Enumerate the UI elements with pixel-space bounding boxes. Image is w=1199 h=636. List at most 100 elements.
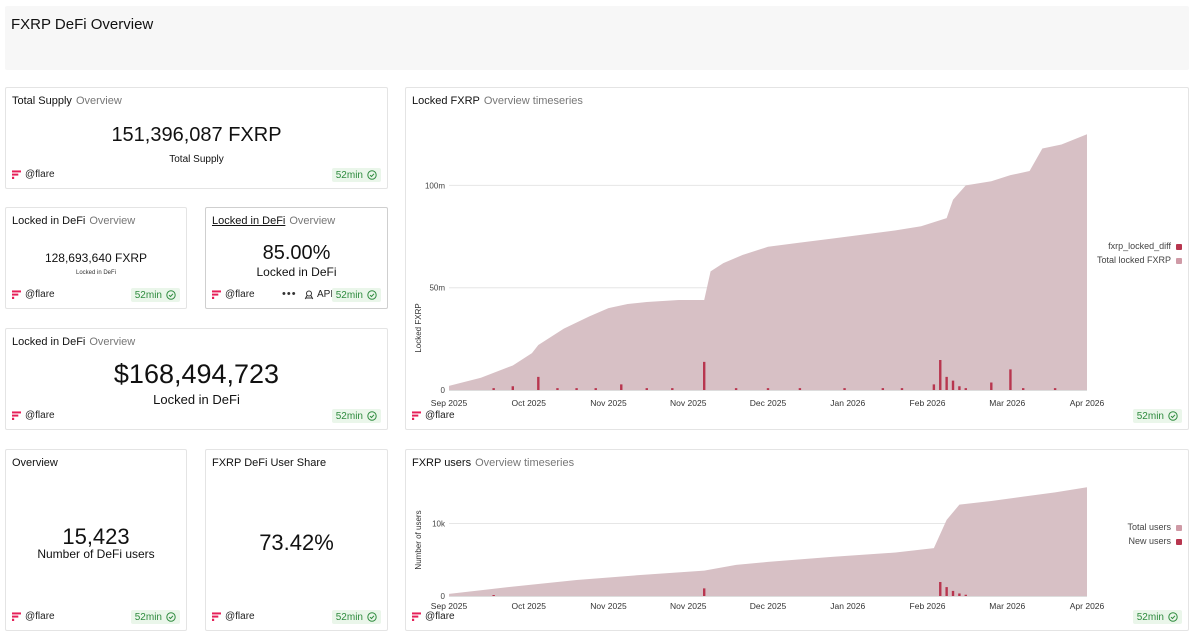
fxrp-users-chart[interactable]: 0 10k Sep 2025 Oct 2025 Nov 2025 Nov 2025 Dec … bbox=[406, 450, 1190, 614]
brand-link[interactable]: @flare bbox=[12, 289, 55, 300]
legend-item[interactable]: fxrp_locked_diff bbox=[1097, 239, 1182, 253]
total-supply-value: 151,396,087 FXRP bbox=[111, 124, 282, 146]
card-title-text[interactable]: FXRP users bbox=[412, 457, 472, 469]
y-tick-label: 50m bbox=[429, 284, 445, 293]
card-defi-users[interactable]: Overview 15,423 Number of DeFi users @fl… bbox=[5, 449, 187, 631]
card-footer: @flare 52min bbox=[12, 610, 180, 625]
x-tick-label: Jan 2026 bbox=[830, 601, 865, 611]
freshness-badge[interactable]: 52min bbox=[331, 409, 381, 423]
card-footer: @flare 52min bbox=[12, 288, 180, 303]
card-subtitle: Overview bbox=[89, 336, 136, 348]
card-total-supply[interactable]: Total Supply Overview 151,396,087 FXRP To… bbox=[5, 87, 388, 189]
bar bbox=[939, 360, 942, 390]
bar bbox=[900, 388, 904, 390]
legend-item[interactable]: New users bbox=[1127, 534, 1182, 548]
bar bbox=[492, 388, 495, 390]
x-tick-label: Sep 2025 bbox=[431, 601, 468, 611]
card-title-text[interactable]: Locked in DeFi bbox=[12, 336, 86, 348]
flare-logo-icon bbox=[12, 612, 21, 621]
card-locked-fxrp-chart[interactable]: Locked FXRP Overview timeseries 0 50m 100m S… bbox=[405, 87, 1189, 430]
bar bbox=[1009, 369, 1012, 390]
check-circle-icon bbox=[367, 290, 377, 300]
bar bbox=[766, 388, 770, 390]
api-button[interactable]: API bbox=[304, 289, 333, 300]
card-title-text[interactable]: Locked in DeFi bbox=[12, 215, 86, 227]
x-tick-label: Nov 2025 bbox=[590, 398, 627, 408]
freshness-badge[interactable]: 52min bbox=[331, 288, 381, 302]
chart-legend: fxrp_locked_diff Total locked FXRP bbox=[1097, 239, 1182, 267]
y-tick-label: 0 bbox=[441, 592, 446, 601]
bar bbox=[556, 388, 559, 390]
card-title: Total Supply Overview bbox=[12, 95, 122, 107]
freshness-badge[interactable]: 52min bbox=[331, 610, 381, 624]
brand-link[interactable]: @flare bbox=[212, 289, 255, 300]
x-tick-label: Nov 2025 bbox=[670, 398, 707, 408]
brand-link[interactable]: @flare bbox=[12, 169, 55, 180]
card-title: FXRP DeFi User Share bbox=[212, 457, 326, 469]
freshness-label: 52min bbox=[335, 611, 363, 623]
x-tick-label: Apr 2026 bbox=[1070, 398, 1105, 408]
card-title-text[interactable]: Locked FXRP bbox=[412, 95, 480, 107]
flare-logo-icon bbox=[12, 411, 21, 420]
freshness-badge[interactable]: 52min bbox=[130, 288, 180, 302]
locked-fxrp-chart[interactable]: 0 50m 100m Sep 2025 Oct 2025 Nov 2025 Nov 2025… bbox=[406, 88, 1190, 413]
flare-logo-icon bbox=[412, 612, 421, 621]
card-locked-pct[interactable]: Locked in DeFi Overview 85.00% Locked in … bbox=[205, 207, 388, 309]
check-circle-icon bbox=[367, 411, 377, 421]
brand-link[interactable]: @flare bbox=[412, 410, 455, 421]
page-header: FXRP DeFi Overview bbox=[5, 6, 1189, 70]
bar bbox=[958, 593, 961, 596]
brand-label: @flare bbox=[225, 611, 255, 622]
legend-item[interactable]: Total users bbox=[1127, 520, 1182, 534]
card-title: Locked in DeFi Overview bbox=[212, 215, 335, 227]
brand-link[interactable]: @flare bbox=[412, 611, 455, 622]
card-locked-fxrp[interactable]: Locked in DeFi Overview 128,693,640 FXRP … bbox=[5, 207, 187, 309]
brand-link[interactable]: @flare bbox=[12, 410, 55, 421]
locked-pct-label: Locked in DeFi bbox=[256, 265, 337, 279]
locked-fxrp-label: Locked in DeFi bbox=[75, 270, 117, 276]
card-locked-usd[interactable]: Locked in DeFi Overview $168,494,723 Lock… bbox=[5, 328, 388, 430]
freshness-badge[interactable]: 52min bbox=[130, 610, 180, 624]
card-subtitle: Overview bbox=[89, 215, 136, 227]
y-tick-label: 100m bbox=[425, 181, 445, 190]
legend-item[interactable]: Total locked FXRP bbox=[1097, 253, 1182, 267]
chart-legend: Total users New users bbox=[1127, 520, 1182, 548]
freshness-badge[interactable]: 52min bbox=[331, 168, 381, 182]
card-title-link[interactable]: Locked in DeFi bbox=[212, 215, 286, 227]
legend-swatch bbox=[1176, 538, 1182, 545]
area-series-total bbox=[449, 487, 1087, 596]
card-fxrp-users-chart[interactable]: FXRP users Overview timeseries 0 10k Sep 20… bbox=[405, 449, 1189, 631]
card-user-share[interactable]: FXRP DeFi User Share 73.42% @flare 52min bbox=[205, 449, 388, 631]
card-title: Locked in DeFi Overview bbox=[12, 336, 135, 348]
card-title-text[interactable]: Total Supply bbox=[12, 95, 72, 107]
card-title-text[interactable]: FXRP DeFi User Share bbox=[212, 457, 327, 469]
bar bbox=[843, 388, 846, 390]
card-subtitle: Overview bbox=[289, 215, 336, 227]
more-options-button[interactable]: ••• bbox=[282, 288, 297, 300]
y-tick-label: 10k bbox=[432, 520, 446, 529]
bar bbox=[1053, 388, 1057, 390]
brand-label: @flare bbox=[25, 611, 55, 622]
bar bbox=[958, 386, 961, 390]
card-footer: @flare ••• API 52min bbox=[212, 288, 381, 303]
brand-link[interactable]: @flare bbox=[12, 611, 55, 622]
freshness-badge[interactable]: 52min bbox=[1132, 610, 1182, 624]
card-subtitle: Overview bbox=[75, 95, 122, 107]
card-footer: @flare 52min bbox=[12, 168, 381, 183]
y-axis-label: Number of users bbox=[414, 510, 423, 569]
bar bbox=[798, 388, 802, 390]
legend-swatch bbox=[1176, 243, 1182, 250]
freshness-label: 52min bbox=[335, 410, 363, 422]
bar bbox=[703, 588, 706, 596]
card-title-text[interactable]: Overview bbox=[12, 457, 58, 469]
y-axis-label: Locked FXRP bbox=[414, 303, 423, 352]
card-title: FXRP users Overview timeseries bbox=[412, 457, 574, 469]
freshness-label: 52min bbox=[335, 169, 363, 181]
freshness-badge[interactable]: 52min bbox=[1132, 409, 1182, 423]
x-tick-label: Dec 2025 bbox=[750, 398, 787, 408]
legend-label: fxrp_locked_diff bbox=[1108, 241, 1171, 251]
card-footer: @flare 52min bbox=[412, 409, 1182, 424]
locked-fxrp-value: 128,693,640 FXRP bbox=[44, 251, 148, 265]
x-tick-label: Mar 2026 bbox=[989, 601, 1025, 611]
brand-link[interactable]: @flare bbox=[212, 611, 255, 622]
